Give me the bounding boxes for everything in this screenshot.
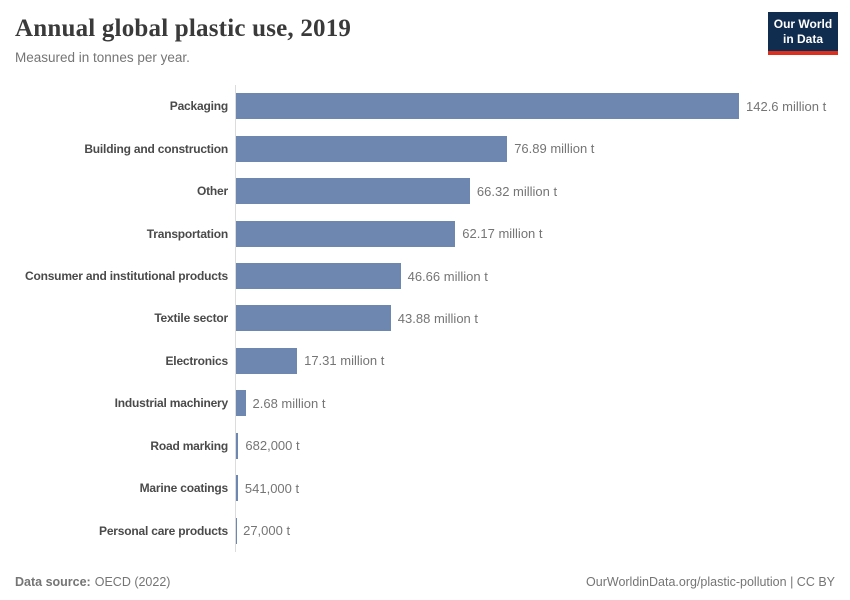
category-label: Electronics bbox=[165, 353, 229, 368]
chart-subtitle: Measured in tonnes per year. bbox=[15, 50, 190, 65]
bar[interactable] bbox=[236, 135, 508, 162]
bar[interactable] bbox=[236, 220, 456, 247]
category-label: Textile sector bbox=[154, 311, 228, 326]
bar-track: 142.6 million t bbox=[236, 93, 827, 120]
bar[interactable] bbox=[236, 263, 401, 290]
chart-row: Marine coatings 541,000 t bbox=[0, 467, 850, 509]
data-source-value: OECD (2022) bbox=[94, 575, 171, 589]
category-label: Packaging bbox=[169, 99, 228, 114]
bar[interactable] bbox=[236, 390, 246, 417]
bar-track: 27,000 t bbox=[236, 517, 291, 544]
owid-logo-line1: Our World bbox=[773, 17, 833, 31]
bar[interactable] bbox=[236, 475, 238, 502]
category-label: Personal care products bbox=[99, 523, 228, 538]
category-label: Building and construction bbox=[84, 141, 228, 156]
bar-track: 62.17 million t bbox=[236, 220, 543, 247]
owid-logo-line2: in Data bbox=[782, 32, 823, 46]
value-label: 76.89 million t bbox=[514, 141, 595, 157]
data-source-label: Data source: bbox=[15, 575, 91, 589]
bar-track: 43.88 million t bbox=[236, 305, 479, 332]
bar-chart: Packaging 142.6 million t Building and con… bbox=[0, 85, 850, 552]
bar[interactable] bbox=[236, 347, 298, 374]
footer-license: | CC BY bbox=[786, 575, 835, 589]
chart-row: Building and construction 76.89 million t bbox=[0, 127, 850, 169]
bar[interactable] bbox=[236, 432, 239, 459]
footer-credits: OurWorldinData.org/plastic-pollution | C… bbox=[586, 575, 835, 589]
chart-row: Other 66.32 million t bbox=[0, 170, 850, 212]
bar-track: 76.89 million t bbox=[236, 135, 595, 162]
chart-row: Personal care products 27,000 t bbox=[0, 510, 850, 552]
bar[interactable] bbox=[236, 178, 470, 205]
chart-footer: Data source: OECD (2022) OurWorldinData.o… bbox=[15, 575, 835, 589]
value-label: 62.17 million t bbox=[462, 226, 543, 242]
category-label: Industrial machinery bbox=[114, 396, 229, 411]
category-label: Transportation bbox=[146, 226, 228, 241]
bar-track: 541,000 t bbox=[236, 475, 300, 502]
category-label: Road marking bbox=[150, 438, 228, 453]
page-title: Annual global plastic use, 2019 bbox=[15, 15, 352, 42]
chart-row: Road marking 682,000 t bbox=[0, 425, 850, 467]
chart-row: Transportation 62.17 million t bbox=[0, 212, 850, 254]
bar-track: 66.32 million t bbox=[236, 178, 558, 205]
chart-row: Electronics 17.31 million t bbox=[0, 340, 850, 382]
owid-logo[interactable]: Our World in Data bbox=[768, 12, 838, 55]
bar-track: 17.31 million t bbox=[236, 347, 385, 374]
data-source: Data source: OECD (2022) bbox=[15, 575, 170, 589]
bar[interactable] bbox=[236, 305, 391, 332]
value-label: 43.88 million t bbox=[397, 310, 479, 326]
value-label: 142.6 million t bbox=[746, 98, 827, 114]
category-label: Other bbox=[196, 184, 228, 199]
bar-track: 46.66 million t bbox=[236, 263, 488, 290]
value-label: 46.66 million t bbox=[407, 268, 488, 284]
chart-row: Industrial machinery 2.68 million t bbox=[0, 382, 850, 424]
value-label: 2.68 million t bbox=[252, 395, 326, 411]
value-label: 27,000 t bbox=[243, 523, 291, 539]
bar[interactable] bbox=[236, 93, 739, 120]
footer-link[interactable]: OurWorldinData.org/plastic-pollution bbox=[586, 575, 787, 589]
bar-track: 2.68 million t bbox=[236, 390, 326, 417]
category-label: Marine coatings bbox=[139, 481, 229, 496]
chart-row: Consumer and institutional products 46.66… bbox=[0, 255, 850, 297]
bar-track: 682,000 t bbox=[236, 432, 300, 459]
chart-row: Packaging 142.6 million t bbox=[0, 85, 850, 127]
value-label: 682,000 t bbox=[245, 438, 300, 454]
value-label: 17.31 million t bbox=[304, 353, 385, 369]
chart-row: Textile sector 43.88 million t bbox=[0, 297, 850, 339]
category-label: Consumer and institutional products bbox=[24, 269, 228, 284]
value-label: 541,000 t bbox=[244, 480, 300, 496]
value-label: 66.32 million t bbox=[476, 183, 558, 199]
